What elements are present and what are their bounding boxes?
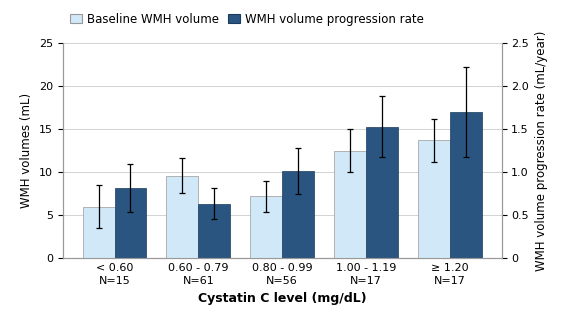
Bar: [83, 207, 115, 258]
Y-axis label: WMH volume progression rate (mL/year): WMH volume progression rate (mL/year): [535, 30, 548, 271]
Bar: [198, 204, 230, 258]
Bar: [166, 175, 198, 258]
Bar: [366, 126, 398, 258]
Bar: [115, 188, 146, 258]
Bar: [418, 140, 450, 258]
Bar: [450, 112, 482, 258]
Bar: [282, 171, 314, 258]
Bar: [334, 151, 366, 258]
Y-axis label: WMH volumes (mL): WMH volumes (mL): [21, 93, 33, 208]
Bar: [250, 196, 282, 258]
X-axis label: Cystatin C level (mg/dL): Cystatin C level (mg/dL): [198, 292, 367, 305]
Legend: Baseline WMH volume, WMH volume progression rate: Baseline WMH volume, WMH volume progress…: [68, 10, 426, 28]
